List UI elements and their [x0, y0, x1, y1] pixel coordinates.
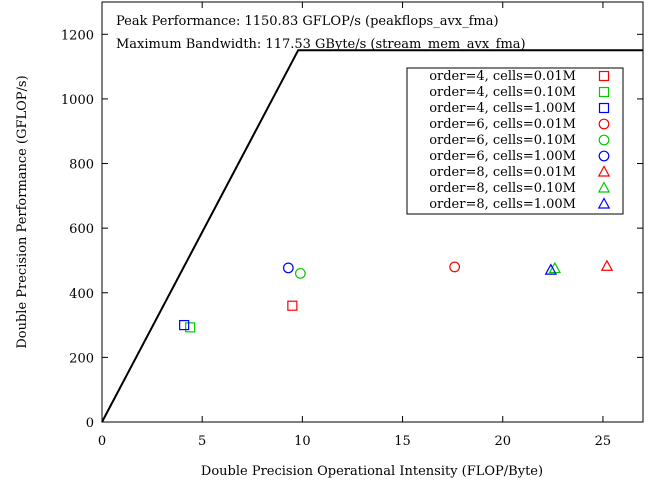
roofline-line: [101, 49, 643, 423]
y-axis-title: Double Precision Performance (GFLOP/s): [15, 75, 30, 348]
x-tick-label: 20: [494, 434, 511, 449]
y-tick-label: 1000: [61, 93, 94, 108]
data-point-circle: [449, 261, 461, 273]
x-tick-label: 10: [294, 434, 311, 449]
legend-label: order=6, cells=0.10M: [429, 133, 576, 148]
legend-marker-square: [598, 86, 610, 98]
x-tick-label: 25: [595, 434, 612, 449]
legend-label: order=4, cells=1.00M: [429, 101, 576, 116]
legend-marker-triangle: [597, 197, 611, 209]
data-point-square: [179, 319, 190, 331]
legend-box: [406, 67, 624, 215]
legend-marker-square: [598, 102, 610, 114]
data-point-triangle: [544, 263, 558, 275]
data-point-triangle: [600, 259, 614, 271]
legend-marker-triangle: [597, 165, 611, 177]
legend-label: order=4, cells=0.01M: [429, 69, 576, 84]
y-tick-label: 0: [86, 416, 94, 431]
data-point-circle: [282, 262, 294, 274]
annotation-layer: Peak Performance: 1150.83 GFLOP/s (peakf…: [116, 14, 526, 52]
legend-marker-circle: [598, 118, 610, 130]
y-tick-label: 600: [69, 222, 94, 237]
legend-label: order=6, cells=0.01M: [429, 117, 576, 132]
max-bandwidth-annotation: Maximum Bandwidth: 117.53 GByte/s (strea…: [116, 37, 526, 52]
x-tick-label: 0: [98, 434, 106, 449]
peak-performance-annotation: Peak Performance: 1150.83 GFLOP/s (peakf…: [116, 14, 499, 29]
x-axis-title: Double Precision Operational Intensity (…: [201, 464, 543, 479]
legend-marker-square: [598, 70, 610, 82]
data-point-square: [185, 322, 196, 333]
data-point-square: [287, 300, 298, 311]
x-tick-label: 5: [198, 434, 206, 449]
y-tick-label: 1200: [61, 28, 94, 43]
y-tick-label: 400: [69, 287, 94, 302]
legend-marker-circle: [598, 150, 610, 162]
legend-label: order=4, cells=0.10M: [429, 85, 576, 100]
y-tick-label: 800: [69, 158, 94, 173]
legend-label: order=8, cells=1.00M: [429, 197, 576, 212]
x-tick-label: 15: [394, 434, 411, 449]
legend-label: order=8, cells=0.10M: [429, 181, 576, 196]
data-points: [179, 259, 614, 333]
legend-marker-circle: [598, 134, 610, 146]
y-tick-label: 200: [69, 351, 94, 366]
legend-label: order=6, cells=1.00M: [429, 149, 576, 164]
legend-label: order=8, cells=0.01M: [429, 165, 576, 180]
data-point-circle: [294, 267, 306, 279]
roofline-layer: [101, 49, 643, 423]
axis-ticks: 0 5 10 15 20 25 0 200 400 600 800 1000 1200: [61, 2, 643, 449]
legend-marker-triangle: [597, 181, 611, 193]
plot-frame: [101, 1, 644, 423]
